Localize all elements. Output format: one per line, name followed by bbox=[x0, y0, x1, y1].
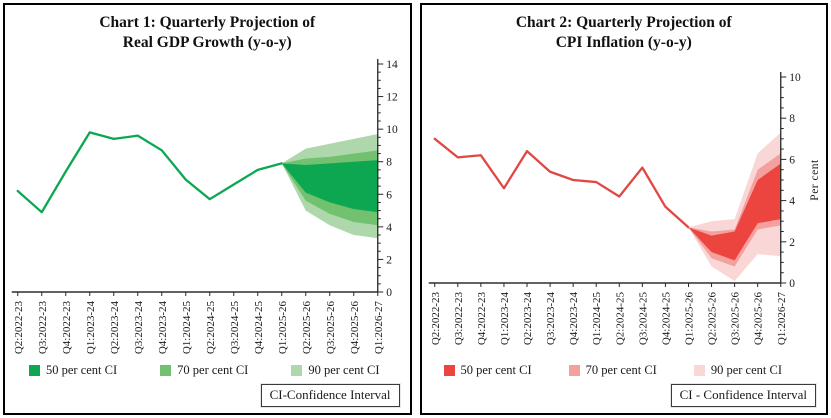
svg-text:Q1:2024-25: Q1:2024-25 bbox=[181, 300, 193, 354]
gdp-title-line2: Real GDP Growth (y-o-y) bbox=[122, 33, 292, 51]
svg-text:Q2:2022-23: Q2:2022-23 bbox=[13, 300, 25, 354]
cpi-chart-title: Chart 2: Quarterly Projection of CPI Inf… bbox=[422, 13, 827, 53]
svg-text:Q2:2023-24: Q2:2023-24 bbox=[109, 300, 121, 354]
legend-label: 50 per cent CI bbox=[460, 363, 532, 378]
ci50-swatch-icon bbox=[29, 365, 40, 377]
svg-text:Q4:2022-23: Q4:2022-23 bbox=[475, 291, 487, 345]
legend-label: 50 per cent CI bbox=[46, 363, 118, 378]
gdp-title-line1: Chart 1: Quarterly Projection of bbox=[99, 14, 316, 31]
svg-text:Q1:2025-26: Q1:2025-26 bbox=[277, 300, 289, 354]
svg-text:8: 8 bbox=[789, 113, 795, 125]
legend-label: 70 per cent CI bbox=[585, 363, 657, 378]
ci90-swatch-icon bbox=[693, 365, 705, 377]
svg-text:6: 6 bbox=[789, 154, 795, 166]
gdp-chart-panel: Chart 1: Quarterly Projection of Real GD… bbox=[3, 3, 412, 415]
svg-text:Q3:2024-25: Q3:2024-25 bbox=[637, 291, 649, 345]
cpi-title-line2: CPI Inflation (y-o-y) bbox=[555, 33, 692, 51]
svg-text:2: 2 bbox=[789, 236, 795, 248]
svg-text:Q3:2023-24: Q3:2023-24 bbox=[133, 300, 145, 354]
svg-text:Q3:2025-26: Q3:2025-26 bbox=[729, 291, 741, 345]
legend-item-70ci: 70 per cent CI bbox=[160, 363, 248, 378]
svg-text:Q3:2022-23: Q3:2022-23 bbox=[452, 291, 464, 345]
gdp-chart-title: Chart 1: Quarterly Projection of Real GD… bbox=[5, 13, 410, 53]
ci50-swatch-icon bbox=[443, 365, 455, 377]
svg-text:Q3:2023-24: Q3:2023-24 bbox=[545, 291, 557, 345]
svg-text:Q1:2023-24: Q1:2023-24 bbox=[85, 300, 97, 354]
legend-item-50ci: 50 per cent CI bbox=[443, 363, 532, 378]
svg-text:Q1:2024-25: Q1:2024-25 bbox=[591, 291, 603, 345]
svg-text:0: 0 bbox=[789, 278, 795, 290]
svg-text:6: 6 bbox=[386, 189, 392, 201]
svg-text:Q4:2023-24: Q4:2023-24 bbox=[568, 291, 580, 345]
svg-text:Q4:2022-23: Q4:2022-23 bbox=[61, 300, 73, 354]
svg-text:Q1:2026-27: Q1:2026-27 bbox=[373, 300, 385, 354]
svg-text:Q2:2023-24: Q2:2023-24 bbox=[522, 291, 534, 345]
svg-text:Q3:2024-25: Q3:2024-25 bbox=[229, 300, 241, 354]
svg-text:Q1:2023-24: Q1:2023-24 bbox=[498, 291, 510, 345]
svg-text:2: 2 bbox=[386, 254, 392, 266]
cpi-title-line1: Chart 2: Quarterly Projection of bbox=[515, 14, 732, 31]
legend-item-90ci: 90 per cent CI bbox=[291, 363, 380, 378]
svg-text:10: 10 bbox=[386, 124, 398, 136]
svg-text:14: 14 bbox=[386, 59, 398, 71]
gdp-note-row: CI-Confidence Interval bbox=[5, 383, 410, 407]
legend-item-50ci: 50 per cent CI bbox=[29, 363, 117, 378]
cpi-fan-chart-canvas: 0 2 4 6 8 10 Per cent Q2:2022-23 Q3:2022-23 Q4:20… bbox=[428, 71, 820, 345]
cpi-chart-panel: Chart 2: Quarterly Projection of CPI Inf… bbox=[419, 3, 828, 415]
svg-text:Q4:2025-26: Q4:2025-26 bbox=[349, 300, 361, 354]
legend-item-70ci: 70 per cent CI bbox=[568, 363, 657, 378]
gdp-legend: 50 per cent CI 70 per cent CI 90 per cen… bbox=[5, 362, 410, 380]
svg-text:Q3:2025-26: Q3:2025-26 bbox=[325, 300, 337, 354]
legend-item-90ci: 90 per cent CI bbox=[693, 363, 782, 378]
cpi-note-row: CI - Confidence Interval bbox=[422, 383, 827, 407]
gdp-fan-chart-canvas: 0 2 4 6 8 10 12 14 Q2:2022-23 Q3:2022-23 Q4:2022-2… bbox=[11, 58, 398, 354]
svg-text:Q4:2025-26: Q4:2025-26 bbox=[752, 291, 764, 345]
ci-note-box: CI - Confidence Interval bbox=[670, 383, 816, 407]
svg-text:12: 12 bbox=[386, 91, 398, 103]
svg-text:8: 8 bbox=[386, 156, 392, 168]
svg-text:Q2:2025-26: Q2:2025-26 bbox=[706, 291, 718, 345]
ci70-swatch-icon bbox=[160, 365, 172, 377]
svg-text:Q4:2024-25: Q4:2024-25 bbox=[660, 291, 672, 345]
ci70-swatch-icon bbox=[568, 365, 580, 377]
svg-text:Q2:2024-25: Q2:2024-25 bbox=[205, 300, 217, 354]
svg-text:10: 10 bbox=[789, 72, 801, 84]
ci90-swatch-icon bbox=[291, 365, 303, 377]
svg-text:Q3:2022-23: Q3:2022-23 bbox=[37, 300, 49, 354]
ci-note-box: CI-Confidence Interval bbox=[260, 383, 400, 407]
svg-text:4: 4 bbox=[789, 195, 795, 207]
cpi-legend: 50 per cent CI 70 per cent CI 90 per cen… bbox=[422, 362, 827, 380]
svg-text:4: 4 bbox=[386, 222, 392, 234]
svg-text:0: 0 bbox=[386, 287, 392, 299]
svg-text:Per cent: Per cent bbox=[808, 159, 820, 201]
svg-text:Q4:2023-24: Q4:2023-24 bbox=[157, 300, 169, 354]
legend-label: 70 per cent CI bbox=[177, 363, 249, 378]
svg-text:Q2:2022-23: Q2:2022-23 bbox=[429, 291, 441, 345]
legend-label: 90 per cent CI bbox=[308, 363, 380, 378]
svg-text:Q2:2024-25: Q2:2024-25 bbox=[614, 291, 626, 345]
svg-text:Q1:2026-27: Q1:2026-27 bbox=[775, 291, 787, 345]
svg-text:Q1:2025-26: Q1:2025-26 bbox=[683, 291, 695, 345]
svg-text:Q4:2024-25: Q4:2024-25 bbox=[253, 300, 265, 354]
legend-label: 90 per cent CI bbox=[710, 363, 782, 378]
svg-text:Q2:2025-26: Q2:2025-26 bbox=[301, 300, 313, 354]
